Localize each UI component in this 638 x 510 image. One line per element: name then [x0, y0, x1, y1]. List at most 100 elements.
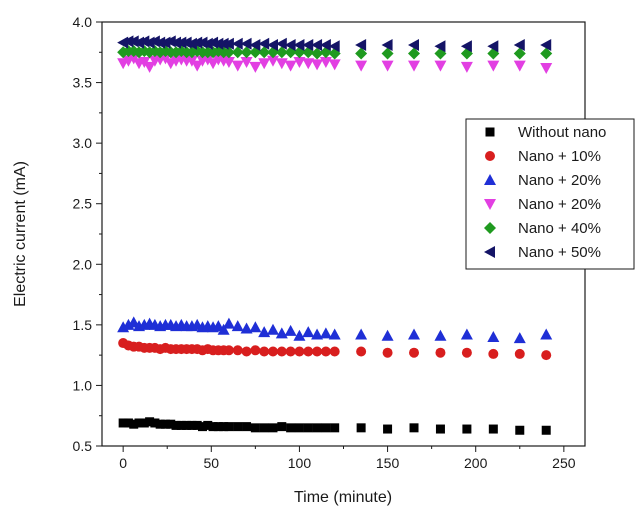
data-point — [134, 418, 144, 428]
legend-marker — [485, 127, 495, 137]
data-point — [319, 39, 331, 52]
data-point — [139, 418, 149, 428]
data-point — [293, 39, 305, 52]
data-point — [117, 36, 129, 49]
data-point — [275, 46, 288, 59]
data-point — [223, 345, 234, 356]
data-point — [383, 424, 393, 434]
data-point — [355, 328, 368, 340]
data-point — [461, 347, 472, 358]
data-point — [381, 60, 394, 72]
data-point — [460, 61, 473, 73]
data-point — [356, 423, 366, 433]
series-2 — [118, 338, 552, 361]
data-point — [259, 346, 270, 357]
y-tick-label: 2.5 — [73, 196, 93, 212]
data-point — [312, 423, 322, 433]
data-point — [213, 422, 223, 432]
data-point — [222, 37, 234, 50]
data-point — [355, 47, 368, 60]
data-point — [276, 346, 287, 357]
y-tick-label: 1.0 — [73, 377, 93, 393]
x-tick-label: 50 — [204, 455, 220, 471]
data-point — [232, 345, 243, 356]
data-point — [330, 423, 340, 433]
data-point — [201, 54, 214, 66]
data-point — [231, 320, 244, 332]
data-point — [240, 322, 253, 334]
data-point — [513, 60, 526, 72]
data-point — [434, 329, 447, 341]
data-point — [356, 346, 367, 357]
data-point — [180, 36, 192, 49]
legend-marker — [485, 151, 495, 161]
data-point — [267, 346, 278, 357]
data-point — [513, 332, 526, 344]
data-point — [192, 420, 202, 430]
series-5 — [117, 45, 553, 60]
data-point — [185, 37, 197, 50]
data-point — [540, 39, 552, 52]
data-point — [294, 346, 305, 357]
legend-marker — [484, 246, 495, 258]
data-point — [311, 59, 324, 71]
data-point — [203, 420, 213, 430]
data-point — [233, 422, 243, 432]
data-point — [285, 346, 296, 357]
data-point — [249, 39, 261, 52]
data-point — [284, 60, 297, 72]
data-point — [515, 425, 525, 435]
data-point — [268, 423, 278, 433]
data-point — [302, 58, 315, 70]
data-point — [208, 422, 218, 432]
data-point — [259, 423, 269, 433]
data-point — [435, 347, 446, 358]
data-point — [303, 346, 314, 357]
legend-label: Nano + 50% — [518, 244, 601, 261]
data-point — [138, 35, 150, 48]
x-axis: 0 50 100 150 200 250 — [119, 446, 576, 471]
data-point — [166, 419, 176, 429]
data-point — [187, 420, 197, 430]
data-point — [182, 420, 192, 430]
data-point — [143, 61, 156, 73]
data-point — [275, 58, 288, 70]
data-points — [117, 35, 553, 435]
data-point — [488, 424, 498, 434]
data-point — [329, 346, 340, 357]
data-point — [117, 46, 130, 59]
data-point — [381, 329, 394, 341]
data-point — [320, 346, 331, 357]
data-point — [129, 419, 139, 429]
data-point — [319, 56, 332, 68]
data-point — [294, 423, 304, 433]
data-point — [311, 39, 323, 52]
data-point — [434, 60, 447, 72]
data-point — [435, 424, 445, 434]
data-point — [222, 46, 235, 59]
data-point — [321, 423, 331, 433]
data-point — [145, 417, 155, 427]
data-point — [160, 419, 170, 429]
y-tick-label: 3.0 — [73, 135, 93, 151]
series-4 — [117, 53, 553, 75]
data-point — [303, 423, 313, 433]
data-point — [541, 350, 552, 361]
data-point — [286, 423, 296, 433]
data-point — [222, 56, 235, 68]
data-point — [250, 423, 260, 433]
data-point — [284, 324, 297, 336]
data-point — [148, 35, 160, 48]
y-axis-title: Electric current (mA) — [12, 161, 29, 307]
data-point — [207, 36, 219, 49]
data-point — [540, 63, 553, 75]
legend-marker — [484, 222, 496, 234]
data-point — [217, 323, 230, 335]
data-point — [462, 424, 472, 434]
data-point — [319, 327, 332, 339]
data-point — [488, 348, 499, 359]
data-point — [240, 56, 253, 68]
data-point — [176, 420, 186, 430]
data-point — [541, 425, 551, 435]
x-axis-title: Time (minute) — [294, 489, 392, 506]
